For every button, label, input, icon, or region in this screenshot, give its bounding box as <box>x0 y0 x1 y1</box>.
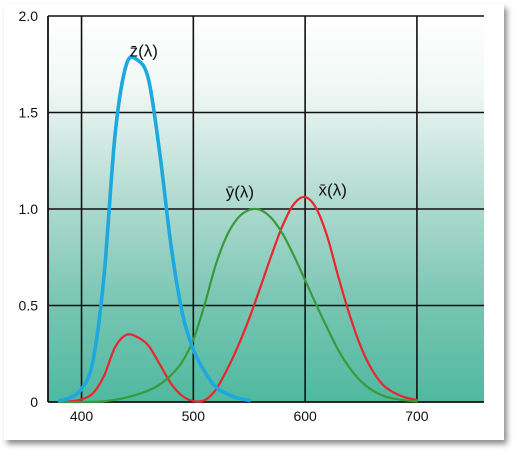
x-tick-label: 700 <box>405 408 429 424</box>
y-tick-label: 1.0 <box>19 201 39 217</box>
z-bar-label: z̄(λ) <box>130 42 158 61</box>
series-lines <box>57 55 419 404</box>
x-tick-label: 500 <box>182 408 206 424</box>
series-line-x-bar <box>58 195 419 403</box>
curve-labels: z̄(λ) ȳ(λ) x̄(λ) <box>130 42 347 202</box>
x-tick-labels: 400 500 600 700 <box>70 408 429 424</box>
x-bar-label: x̄(λ) <box>319 180 347 199</box>
y-tick-labels: 0 0.5 1.0 1.5 2.0 <box>19 8 39 410</box>
x-tick-label: 400 <box>70 408 94 424</box>
y-tick-label: 1.5 <box>19 105 39 121</box>
y-tick-label: 0.5 <box>19 298 39 314</box>
y-bar-label: ȳ(λ) <box>226 182 254 201</box>
series-line-y-bar <box>58 207 419 404</box>
series-line-z-bar <box>57 55 252 403</box>
y-tick-label: 0 <box>30 394 38 410</box>
y-tick-label: 2.0 <box>19 8 39 24</box>
grid-lines <box>48 15 484 402</box>
x-tick-label: 600 <box>293 408 317 424</box>
